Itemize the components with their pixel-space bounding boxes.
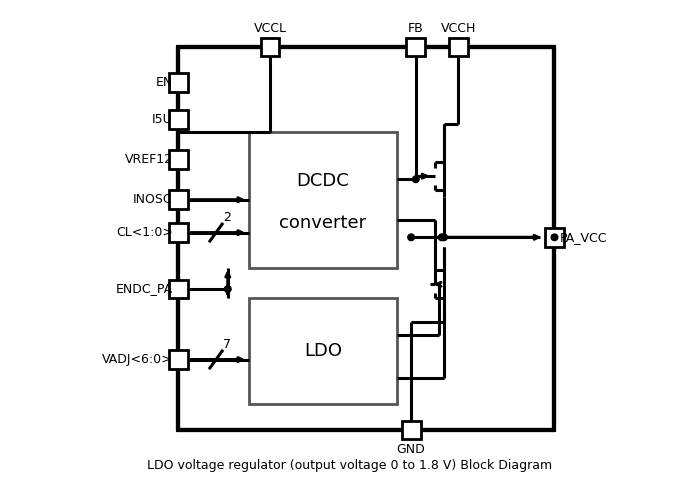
Bar <box>249 299 397 404</box>
Circle shape <box>438 234 445 241</box>
Text: 2: 2 <box>223 211 231 224</box>
Text: ENDC_PA: ENDC_PA <box>116 283 173 296</box>
Text: LDO voltage regulator (output voltage 0 to 1.8 V) Block Diagram: LDO voltage regulator (output voltage 0 … <box>148 459 552 472</box>
Text: LDO: LDO <box>304 342 342 360</box>
Bar <box>449 37 468 56</box>
Text: INOSC: INOSC <box>133 193 173 206</box>
Text: I5U: I5U <box>152 113 173 126</box>
Bar <box>169 280 188 299</box>
Text: PA_VCC: PA_VCC <box>560 231 608 244</box>
Text: VCCL: VCCL <box>253 22 286 35</box>
Text: 7: 7 <box>223 338 231 351</box>
Bar <box>407 37 425 56</box>
Text: GND: GND <box>397 443 426 456</box>
Bar <box>169 223 188 242</box>
Bar <box>169 350 188 369</box>
Bar <box>249 132 397 268</box>
Bar <box>169 73 188 91</box>
Text: VADJ<6:0>: VADJ<6:0> <box>102 353 173 366</box>
Bar <box>169 151 188 169</box>
Text: CL<1:0>: CL<1:0> <box>116 226 173 239</box>
Bar <box>169 110 188 129</box>
Circle shape <box>551 234 558 241</box>
Circle shape <box>408 234 414 241</box>
Bar <box>402 421 421 439</box>
Bar <box>169 190 188 209</box>
Text: EN: EN <box>155 76 173 89</box>
Bar <box>545 228 564 247</box>
Text: VREF12: VREF12 <box>125 153 173 166</box>
Circle shape <box>225 286 231 292</box>
Circle shape <box>441 234 447 241</box>
Text: DCDC: DCDC <box>297 172 349 190</box>
Bar <box>260 37 279 56</box>
Text: FB: FB <box>408 22 424 35</box>
Text: converter: converter <box>279 214 367 232</box>
Bar <box>178 47 554 430</box>
Text: VCCH: VCCH <box>440 22 476 35</box>
Circle shape <box>412 176 419 182</box>
